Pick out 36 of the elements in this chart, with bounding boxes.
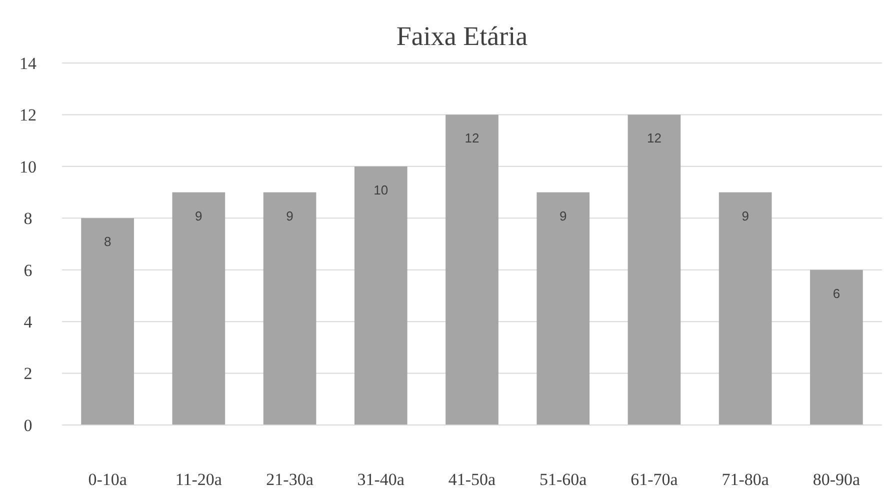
bar xyxy=(354,166,408,425)
data-label: 9 xyxy=(195,208,202,224)
x-tick-label: 61-70a xyxy=(630,470,678,489)
x-tick-label: 80-90a xyxy=(812,470,860,489)
y-tick-label: 6 xyxy=(24,260,32,280)
x-tick-label: 11-20a xyxy=(175,470,222,489)
bar xyxy=(81,218,134,425)
data-label: 12 xyxy=(464,130,480,146)
x-tick-label: 21-30a xyxy=(266,470,314,489)
bar xyxy=(536,192,590,425)
y-tick-label: 14 xyxy=(20,54,37,73)
x-tick-label: 71-80a xyxy=(722,470,770,489)
bar xyxy=(628,114,681,425)
data-label: 12 xyxy=(646,130,662,146)
y-tick-label: 10 xyxy=(20,157,36,176)
y-tick-label: 8 xyxy=(24,209,32,228)
x-tick-label: 51-60a xyxy=(540,470,588,489)
bar xyxy=(718,192,772,425)
data-label: 6 xyxy=(832,286,840,301)
data-label: 9 xyxy=(286,208,294,224)
bar xyxy=(810,270,863,425)
x-tick-label: 31-40a xyxy=(357,470,405,489)
y-tick-label: 2 xyxy=(24,364,32,384)
bar xyxy=(446,114,498,425)
y-tick-label: 4 xyxy=(24,312,33,332)
bar xyxy=(263,192,316,425)
y-tick-label: 12 xyxy=(20,106,36,125)
y-tick-label: 0 xyxy=(24,416,32,435)
data-label: 9 xyxy=(559,208,567,224)
data-label: 10 xyxy=(374,182,388,198)
data-label: 8 xyxy=(104,234,112,250)
x-tick-label: 0-10a xyxy=(88,470,128,489)
data-label: 9 xyxy=(742,208,749,224)
bar xyxy=(172,192,226,425)
chart-title: Faixa Etária xyxy=(396,21,528,51)
x-tick-label: 41-50a xyxy=(448,470,496,489)
